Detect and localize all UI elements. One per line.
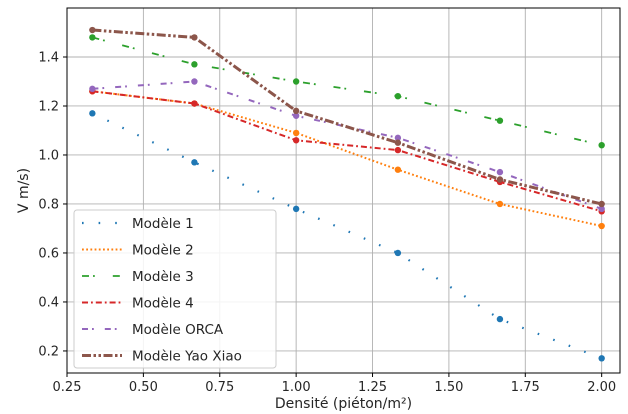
series-line (92, 28, 603, 206)
legend: Modèle 1 Modèle 2 Modèle 3 Modèle 4 Modèle O… (73, 209, 277, 369)
series-line (92, 36, 602, 147)
data-point (394, 166, 402, 173)
x-axis-label: Densité (piéton/m²) (275, 396, 412, 412)
data-point (496, 168, 504, 176)
data-point (191, 100, 198, 107)
data-point (496, 200, 504, 208)
series-4 (89, 88, 605, 215)
data-point (292, 137, 300, 144)
x-tick-label: 0.50 (129, 380, 158, 395)
data-point (89, 26, 96, 34)
data-point (394, 134, 402, 142)
plot-frame (66, 7, 621, 374)
data-point (292, 112, 300, 119)
legend-label: Modèle 2 (132, 243, 194, 259)
x-tick-label: 1.75 (511, 380, 540, 395)
data-point (598, 222, 605, 230)
data-point (394, 92, 402, 100)
y-tick-label: 0.2 (38, 344, 59, 359)
data-point (394, 249, 402, 257)
data-point (496, 117, 504, 124)
x-tick-label: 0.75 (205, 380, 234, 395)
data-point (191, 61, 198, 68)
x-tick-label: 1.00 (282, 380, 311, 395)
y-tick-label: 0.6 (38, 246, 59, 261)
series-layer (89, 26, 605, 362)
series-1 (89, 110, 605, 362)
y-tick-label: 0.4 (38, 295, 59, 310)
data-point (292, 78, 300, 85)
legend-label: Modèle 3 (132, 269, 194, 285)
series-3 (89, 34, 605, 149)
data-point (292, 107, 300, 115)
data-point (191, 159, 198, 166)
x-tick-label: 2.00 (587, 380, 616, 395)
legend-label: Modèle 4 (132, 296, 194, 312)
data-point (89, 85, 96, 93)
data-point (598, 200, 605, 208)
data-point (89, 34, 96, 41)
data-point (598, 355, 605, 362)
series-5 (89, 78, 605, 213)
data-point (292, 129, 300, 137)
legend-label: Modèle ORCA (132, 322, 224, 338)
data-point (598, 205, 605, 213)
y-tick-label: 1.2 (38, 99, 59, 114)
x-axis-ticks: 0.25 0.50 0.75 1.00 1.25 1.50 1.75 2.00 (53, 373, 616, 395)
series-2 (89, 88, 605, 230)
x-tick-label: 1.25 (358, 380, 387, 395)
legend-label: Modèle Yao Xiao (132, 349, 242, 365)
data-point (89, 110, 96, 117)
series-line (92, 90, 602, 213)
data-point (191, 78, 198, 85)
y-axis-ticks: 0.2 0.4 0.6 0.8 1.0 1.2 1.4 (38, 50, 67, 359)
data-point (598, 141, 605, 149)
y-tick-label: 1.0 (38, 148, 59, 163)
y-tick-label: 1.4 (38, 50, 59, 65)
data-point (496, 315, 504, 323)
x-tick-label: 1.50 (434, 380, 463, 395)
data-point (292, 205, 300, 213)
data-point (394, 139, 402, 146)
legend-box (73, 209, 277, 369)
series-6 (89, 26, 605, 208)
data-point (191, 34, 198, 41)
legend-label: Modèle 1 (132, 216, 194, 232)
y-tick-label: 0.8 (38, 197, 59, 212)
data-point (496, 176, 504, 183)
data-point (394, 146, 402, 154)
x-tick-label: 0.25 (53, 380, 82, 395)
y-axis-label: V m/s) (16, 168, 32, 213)
